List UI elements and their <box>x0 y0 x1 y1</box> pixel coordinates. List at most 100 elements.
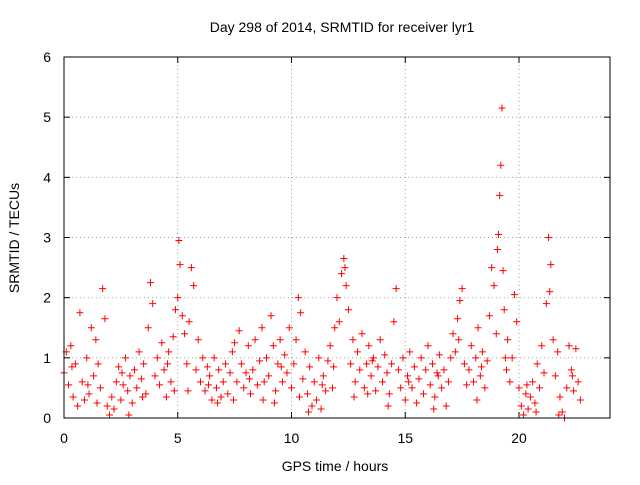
data-point <box>405 378 413 386</box>
data-point <box>433 369 441 377</box>
data-point <box>417 354 425 362</box>
data-point <box>570 387 578 395</box>
data-point <box>294 294 302 302</box>
data-point <box>118 369 126 377</box>
data-point <box>290 360 298 368</box>
data-point <box>240 384 248 392</box>
data-point <box>190 282 198 290</box>
data-point <box>364 390 372 398</box>
data-point <box>140 360 148 368</box>
data-point <box>158 339 166 347</box>
data-point <box>447 354 455 362</box>
data-point <box>124 387 132 395</box>
data-point <box>165 348 173 356</box>
data-point <box>117 396 125 404</box>
data-point <box>476 372 484 380</box>
x-axis-label: GPS time / hours <box>282 458 389 474</box>
data-point <box>558 408 566 416</box>
data-point <box>324 357 332 365</box>
data-point <box>112 378 120 386</box>
data-point <box>374 363 382 371</box>
data-point <box>485 312 493 320</box>
data-point <box>208 396 216 404</box>
data-point <box>210 354 218 362</box>
data-point <box>463 381 471 389</box>
data-point <box>572 345 580 353</box>
data-point <box>318 381 326 389</box>
data-point <box>508 354 516 362</box>
data-point <box>151 372 159 380</box>
data-point <box>467 342 475 350</box>
data-point <box>481 384 489 392</box>
data-point <box>319 372 327 380</box>
data-point <box>80 396 88 404</box>
data-point <box>499 267 507 275</box>
data-point <box>233 378 241 386</box>
data-point <box>460 360 468 368</box>
data-point <box>68 363 76 371</box>
data-point <box>442 402 450 410</box>
data-point <box>488 264 496 272</box>
plot-frame <box>63 56 611 419</box>
data-point <box>253 381 261 389</box>
data-point <box>176 261 184 269</box>
data-point <box>115 363 123 371</box>
data-point <box>497 161 505 169</box>
y-tick-label: 4 <box>43 169 51 185</box>
data-point <box>554 348 562 356</box>
data-point <box>212 384 220 392</box>
data-point <box>376 336 384 344</box>
data-point <box>473 396 481 404</box>
data-point <box>288 384 295 392</box>
y-tick-label: 1 <box>43 350 51 366</box>
data-point <box>192 366 200 374</box>
data-point <box>299 375 307 383</box>
data-point <box>270 399 278 407</box>
y-tick-label: 5 <box>43 109 51 125</box>
data-point <box>340 255 348 263</box>
data-point <box>256 357 264 365</box>
data-point <box>121 354 129 362</box>
data-point <box>237 360 245 368</box>
data-point <box>99 285 107 293</box>
data-point <box>169 333 177 341</box>
data-point <box>563 384 571 392</box>
data-point <box>555 411 563 419</box>
data-point <box>87 324 95 332</box>
data-point <box>510 291 518 299</box>
data-point <box>547 261 555 269</box>
data-point <box>490 282 498 290</box>
data-point <box>156 381 164 389</box>
data-point <box>170 387 178 395</box>
data-point <box>125 411 133 419</box>
data-point <box>449 330 457 338</box>
data-points <box>60 104 584 422</box>
data-point <box>545 234 553 241</box>
data-point <box>424 342 432 350</box>
data-point <box>529 378 537 386</box>
data-point <box>567 366 575 374</box>
data-point <box>504 336 512 344</box>
data-point <box>76 309 84 317</box>
data-point <box>326 342 334 350</box>
data-point <box>515 384 523 392</box>
data-point <box>84 381 92 389</box>
data-point <box>501 354 509 362</box>
data-point <box>217 393 225 401</box>
data-point <box>368 357 376 365</box>
data-point <box>444 378 452 386</box>
y-tick-label: 0 <box>43 410 51 426</box>
data-point <box>576 396 584 404</box>
data-point <box>360 384 368 392</box>
data-point <box>520 411 528 419</box>
data-point <box>229 396 237 404</box>
data-point <box>65 381 73 389</box>
data-point <box>110 405 118 413</box>
data-point <box>456 297 464 305</box>
data-point <box>363 360 371 368</box>
data-point <box>429 360 437 368</box>
data-point <box>454 315 462 323</box>
data-point <box>285 324 293 332</box>
data-point <box>517 402 525 410</box>
data-point <box>267 312 275 320</box>
